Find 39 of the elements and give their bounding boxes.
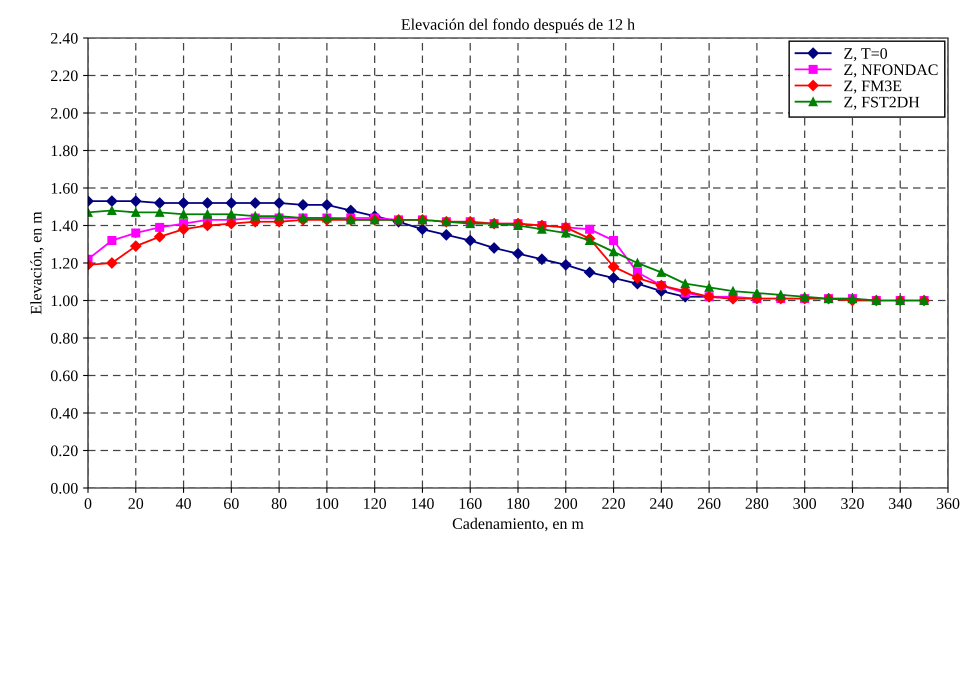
x-tick-label: 0 xyxy=(84,498,92,509)
x-tick-label: 120 xyxy=(364,498,386,509)
x-tick-label: 360 xyxy=(936,498,960,509)
y-tick-label: 1.00 xyxy=(52,295,78,306)
legend-label: Z, NFONDAC xyxy=(844,64,938,78)
x-tick-label: 280 xyxy=(746,498,768,509)
x-tick-label: 60 xyxy=(224,498,239,509)
y-tick-label: 0.40 xyxy=(50,408,78,419)
x-tick-label: 240 xyxy=(650,498,673,509)
x-tick-label: 300 xyxy=(793,498,816,509)
y-tick-label: 0.00 xyxy=(50,482,78,494)
legend-label: Z, FST2DH xyxy=(844,96,920,110)
y-tick-label: 0.20 xyxy=(50,445,78,456)
x-tick-label: 320 xyxy=(841,498,864,509)
x-tick-label: 20 xyxy=(128,498,144,509)
y-tick-label: 1.80 xyxy=(52,145,78,156)
y-axis-title: Elevación, en m xyxy=(30,212,44,314)
legend-label: Z, FM3E xyxy=(844,80,902,94)
y-tick-label: 2.00 xyxy=(51,108,78,119)
chart-title: Elevación del fondo después de 12 h xyxy=(401,18,635,34)
y-tick-label: 0.80 xyxy=(50,332,78,344)
x-tick-label: 200 xyxy=(554,498,578,509)
y-tick-label: 0.60 xyxy=(50,370,78,382)
x-tick-label: 140 xyxy=(412,498,434,509)
x-tick-label: 260 xyxy=(698,498,720,509)
y-tick-label: 1.60 xyxy=(52,182,78,194)
y-tick-label: 2.20 xyxy=(51,70,78,82)
y-tick-label: 1.20 xyxy=(52,258,78,269)
x-tick-label: 220 xyxy=(602,498,625,509)
x-axis-title: Cadenamiento, en m xyxy=(452,518,584,532)
x-tick-label: 180 xyxy=(507,498,530,509)
x-tick-label: 80 xyxy=(272,498,286,509)
x-tick-label: 340 xyxy=(889,498,912,509)
x-tick-label: 100 xyxy=(316,498,338,509)
legend-label: Z, T=0 xyxy=(844,48,888,62)
y-tick-label: 2.40 xyxy=(51,32,78,44)
x-tick-label: 40 xyxy=(176,498,191,509)
x-tick-label: 160 xyxy=(460,498,482,509)
y-tick-label: 1.40 xyxy=(52,220,78,232)
